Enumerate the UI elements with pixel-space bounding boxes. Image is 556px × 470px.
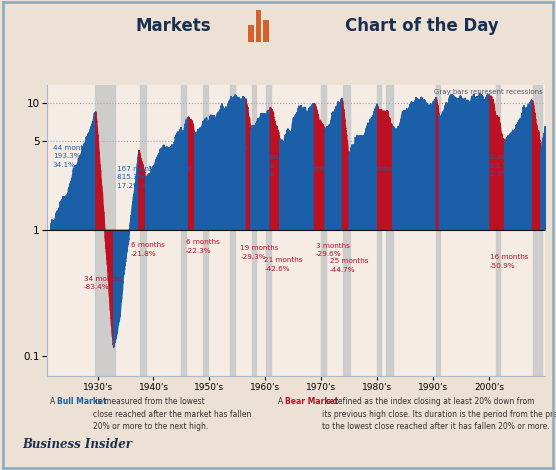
- Text: Bull Market: Bull Market: [57, 397, 106, 406]
- Bar: [377, 85, 381, 376]
- Text: A: A: [50, 397, 58, 406]
- Text: 30 months
75.6%
25.3%: 30 months 75.6% 25.3%: [251, 154, 290, 177]
- Bar: [95, 85, 116, 376]
- Bar: [252, 85, 256, 376]
- Text: 6 months
-22.3%: 6 months -22.3%: [186, 239, 220, 253]
- Bar: [436, 85, 440, 376]
- Text: 34 months
-83.4%: 34 months -83.4%: [83, 276, 122, 290]
- Text: 3 months
-29.6%: 3 months -29.6%: [316, 243, 350, 258]
- Text: 21 months
-42.6%: 21 months -42.6%: [264, 258, 302, 272]
- Text: 167 months
815.3% total return
17.2% annualized: 167 months 815.3% total return 17.2% ann…: [117, 166, 188, 188]
- Bar: [181, 85, 186, 376]
- Text: Chart of the Day: Chart of the Day: [345, 17, 499, 35]
- Text: 77 months
143.7%
14.9%: 77 months 143.7% 14.9%: [210, 145, 248, 168]
- Text: 6 months
-21.8%: 6 months -21.8%: [131, 242, 165, 257]
- Text: Bear Market: Bear Market: [285, 397, 338, 406]
- Bar: [203, 85, 208, 376]
- Bar: [533, 85, 542, 376]
- Text: Gray bars represent recessions: Gray bars represent recessions: [434, 89, 543, 95]
- Bar: [386, 85, 393, 376]
- Bar: [256, 10, 261, 42]
- Text: 61 months
183.9%
22.8%: 61 months 183.9% 22.8%: [486, 154, 525, 177]
- Bar: [496, 85, 500, 376]
- Text: A: A: [278, 397, 286, 406]
- Bar: [230, 85, 235, 376]
- Text: 25 months
-44.7%: 25 months -44.7%: [330, 258, 368, 273]
- Text: 153 months
816.5%
19.0%: 153 months 816.5% 19.0%: [349, 166, 393, 188]
- Text: 61 months
108.4%
15.5%: 61 months 108.4% 15.5%: [397, 154, 435, 177]
- Text: is measured from the lowest
close reached after the market has fallen
20% or mor: is measured from the lowest close reache…: [93, 397, 251, 431]
- Bar: [343, 85, 350, 376]
- Text: Markets: Markets: [136, 17, 211, 35]
- Text: 19 months
-29.3%: 19 months -29.3%: [240, 245, 279, 260]
- Bar: [140, 85, 146, 376]
- Bar: [321, 85, 326, 376]
- Text: 44 months
193.3%
34.1%: 44 months 193.3% 34.1%: [53, 145, 91, 168]
- Bar: [266, 85, 271, 376]
- Text: is defined as the index closing at least 20% down from
its previous high close. : is defined as the index closing at least…: [322, 397, 556, 431]
- Text: 181 months
935.8%
16.8%: 181 months 935.8% 16.8%: [148, 166, 191, 188]
- Bar: [263, 20, 269, 42]
- Text: 16 months
-50.9%: 16 months -50.9%: [490, 254, 529, 269]
- Text: Business Insider: Business Insider: [22, 438, 132, 451]
- Bar: [249, 25, 254, 42]
- Text: 155 months
845.2%
19.0%: 155 months 845.2% 19.0%: [282, 166, 325, 188]
